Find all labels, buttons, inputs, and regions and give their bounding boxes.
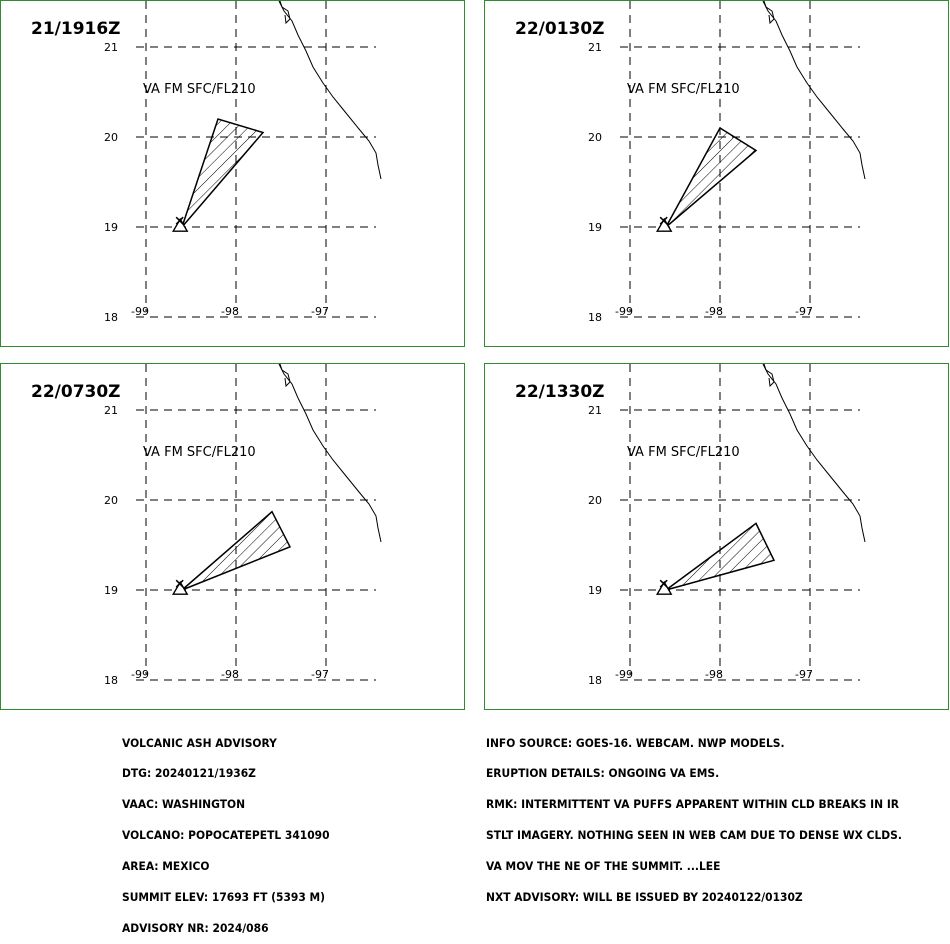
- lat-tick-label: 18: [104, 311, 118, 324]
- lat-tick-label: 19: [588, 584, 602, 597]
- forecast-panel-2: 21 20 19 18 -99 -98 -97 22/0130Z VA FM SFC/FL2…: [484, 0, 949, 347]
- ash-cloud-polygon: [181, 118, 265, 228]
- volcano-triangle-icon: [171, 580, 189, 595]
- lat-tick-label: 19: [104, 221, 118, 234]
- lat-tick-label: 21: [588, 41, 602, 54]
- advisory-remarks-block: INFO SOURCE: GOES-16. WEBCAM. NWP MODELS…: [486, 717, 902, 913]
- ash-level-label: VA FM SFC/FL210: [143, 445, 256, 460]
- lon-tick-label: -98: [705, 305, 723, 318]
- ash-cloud-polygon: [181, 510, 292, 591]
- advisory-line: VAAC: WASHINGTON: [122, 797, 246, 812]
- lat-tick-label: 20: [588, 131, 602, 144]
- lat-tick-label: 21: [104, 41, 118, 54]
- forecast-panel-3: 21 20 19 18 -99 -98 -97 22/0730Z VA FM SFC/FL2…: [0, 363, 465, 710]
- lon-tick-label: -97: [311, 305, 329, 318]
- lon-tick-label: -98: [705, 668, 723, 681]
- ash-cloud-polygon: [665, 126, 758, 228]
- lat-tick-label: 21: [104, 404, 118, 417]
- lat-tick-label: 18: [588, 674, 602, 687]
- ash-level-label: VA FM SFC/FL210: [627, 82, 740, 97]
- advisory-line: DTG: 20240121/1936Z: [122, 766, 256, 781]
- lat-tick-label: 21: [588, 404, 602, 417]
- panel-time: 22/0730Z: [31, 382, 121, 402]
- lon-tick-label: -99: [131, 305, 149, 318]
- lon-tick-label: -98: [221, 305, 239, 318]
- advisory-line: VA MOV THE NE OF THE SUMMIT. ...LEE: [486, 859, 721, 874]
- volcano-triangle-icon: [171, 217, 189, 232]
- advisory-line: ADVISORY NR: 2024/086: [122, 920, 269, 935]
- coastline-inlet: [279, 1, 291, 25]
- advisory-line: ERUPTION DETAILS: ONGOING VA EMS.: [486, 766, 720, 781]
- map-canvas: 21 20 19 18 -99 -98 -97: [588, 364, 866, 687]
- panel-time: 22/1330Z: [515, 382, 605, 402]
- lat-tick-label: 18: [588, 311, 602, 324]
- advisory-header-block: VOLCANIC ASH ADVISORY DTG: 20240121/1936…: [122, 717, 330, 944]
- coastline: [278, 364, 382, 543]
- advisory-line: RMK: INTERMITTENT VA PUFFS APPARENT WITH…: [486, 797, 900, 812]
- coastline-inlet: [763, 364, 775, 388]
- vent-x-icon: [659, 579, 668, 588]
- vent-x-icon: [659, 216, 668, 225]
- coastline: [762, 1, 866, 180]
- ash-level-label: VA FM SFC/FL210: [143, 82, 256, 97]
- lat-tick-label: 18: [104, 674, 118, 687]
- coastline: [762, 364, 866, 543]
- lon-tick-label: -98: [221, 668, 239, 681]
- vent-x-icon: [175, 216, 184, 225]
- advisory-line: STLT IMAGERY. NOTHING SEEN IN WEB CAM DU…: [486, 828, 902, 843]
- lon-tick-label: -99: [615, 305, 633, 318]
- ash-level-label: VA FM SFC/FL210: [627, 445, 740, 460]
- ash-cloud-polygon: [665, 522, 776, 591]
- lat-tick-label: 20: [104, 494, 118, 507]
- lat-tick-label: 20: [588, 494, 602, 507]
- lon-tick-label: -97: [795, 305, 813, 318]
- coastline-inlet: [279, 364, 291, 388]
- volcano-triangle-icon: [655, 217, 673, 232]
- advisory-line: VOLCANIC ASH ADVISORY: [122, 735, 277, 750]
- advisory-line: SUMMIT ELEV: 17693 FT (5393 M): [122, 890, 326, 905]
- panel-time: 21/1916Z: [31, 19, 121, 39]
- advisory-line: VOLCANO: POPOCATEPETL 341090: [122, 828, 330, 843]
- advisory-line: AREA: MEXICO: [122, 859, 210, 874]
- coastline-inlet: [763, 1, 775, 25]
- lon-tick-label: -99: [131, 668, 149, 681]
- advisory-line: NXT ADVISORY: WILL BE ISSUED BY 20240122…: [486, 890, 803, 905]
- lat-tick-label: 19: [588, 221, 602, 234]
- map-canvas: 21 20 19 18 -99 -98 -97: [104, 364, 382, 687]
- map-canvas: 21 20 19 18 -99 -98 -97: [104, 1, 382, 324]
- map-canvas: 21 20 19 18 -99 -98 -97: [588, 1, 866, 324]
- lon-tick-label: -97: [311, 668, 329, 681]
- forecast-panel-4: 21 20 19 18 -99 -98 -97 22/1330Z VA FM SFC/FL2…: [484, 363, 949, 710]
- vent-x-icon: [175, 579, 184, 588]
- lon-tick-label: -99: [615, 668, 633, 681]
- panel-time: 22/0130Z: [515, 19, 605, 39]
- lat-tick-label: 20: [104, 131, 118, 144]
- lon-tick-label: -97: [795, 668, 813, 681]
- lat-tick-label: 19: [104, 584, 118, 597]
- advisory-line: INFO SOURCE: GOES-16. WEBCAM. NWP MODELS…: [486, 735, 785, 750]
- volcano-triangle-icon: [655, 580, 673, 595]
- coastline: [278, 1, 382, 180]
- forecast-panel-1: 21 20 19 18 -99 -98 -97 21/1916Z VA FM SFC/FL2…: [0, 0, 465, 347]
